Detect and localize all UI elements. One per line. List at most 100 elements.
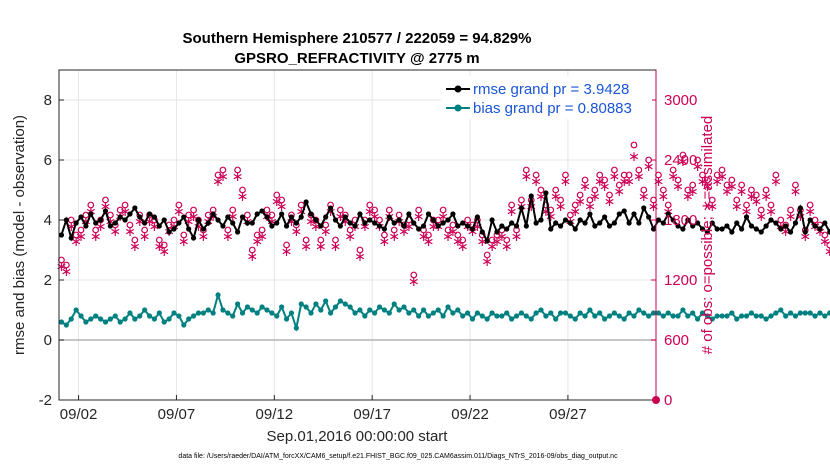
- rmse-point: [122, 217, 128, 223]
- rmse-point: [445, 217, 451, 223]
- bias-point: [450, 310, 456, 316]
- bias-point: [812, 313, 818, 319]
- possible-obs-point: [371, 206, 379, 214]
- rmse-point: [484, 238, 490, 244]
- rmse-point: [142, 220, 148, 226]
- bias-point: [616, 313, 622, 319]
- assimilated-obs-point: ∗: [212, 174, 224, 190]
- legend: rmse grand pr = 3.9428 bias grand pr = 0…: [441, 76, 652, 119]
- bias-point: [254, 310, 260, 316]
- possible-obs-point: [777, 216, 785, 224]
- rmse-point: [97, 217, 104, 223]
- bias-point: [401, 304, 407, 310]
- assimilated-obs-point: ∗: [286, 214, 298, 230]
- footnote: data file: /Users/raeder/DAI/ATM_forcXX/…: [178, 453, 618, 460]
- bias-point: [425, 313, 432, 319]
- rmse-point: [156, 223, 162, 229]
- rmse-point: [274, 220, 280, 226]
- rmse-point: [509, 220, 515, 226]
- possible-obs-point: [708, 196, 716, 204]
- possible-obs-point: [508, 201, 516, 209]
- rmse-point: [323, 214, 329, 220]
- rmse-point: [621, 208, 627, 214]
- plot-area: [59, 70, 656, 400]
- bias-point: [827, 310, 830, 316]
- bias-point: [479, 313, 485, 319]
- assimilated-obs-point: ∗: [579, 179, 591, 195]
- rmse-point: [494, 229, 500, 235]
- bias-point: [181, 322, 187, 328]
- assimilated-obs-point: ∗: [437, 209, 449, 225]
- rmse-point: [132, 205, 138, 211]
- rmse-point: [264, 214, 270, 220]
- assimilated-obs-point: ∗: [755, 209, 767, 225]
- possible-obs-point: [591, 186, 599, 194]
- bias-point: [381, 307, 388, 313]
- possible-obs-point: [718, 166, 726, 174]
- assimilated-obs-point: ∗: [310, 219, 322, 235]
- bias-point: [655, 310, 662, 316]
- bias-point: [611, 310, 618, 316]
- assimilated-obs-point: ∗: [320, 224, 332, 240]
- possible-obs-point: [92, 226, 100, 234]
- rmse-point: [709, 220, 715, 226]
- assimilated-obs-point: ∗: [491, 234, 503, 250]
- assimilated-obs-point: ∗: [584, 199, 596, 215]
- bias-point: [132, 316, 138, 322]
- bias-point: [411, 307, 417, 313]
- rmse-point: [533, 220, 539, 226]
- bias-point: [685, 313, 691, 319]
- y-left-tick-label: 6: [44, 152, 52, 169]
- possible-obs-point: [483, 251, 491, 259]
- rmse-point: [538, 217, 544, 223]
- rmse-point: [724, 223, 730, 229]
- bias-point: [768, 313, 774, 319]
- assimilated-obs-point: ∗: [657, 189, 669, 205]
- bias-point: [249, 307, 255, 313]
- rmse-point: [78, 214, 84, 220]
- x-tick-label: 09/27: [549, 406, 587, 423]
- rmse-point: [739, 226, 745, 232]
- possible-obs-point: [317, 236, 325, 244]
- y-left-tick-label: 2: [44, 272, 52, 289]
- possible-obs-point: [762, 186, 770, 194]
- rmse-point: [230, 220, 236, 226]
- possible-obs-point: [410, 271, 418, 279]
- possible-obs-point: [180, 231, 188, 239]
- possible-obs-point: [116, 206, 124, 214]
- rmse-point: [411, 220, 417, 226]
- rmse-point: [543, 190, 549, 196]
- bias-point: [376, 304, 383, 310]
- rmse-point: [293, 220, 299, 226]
- bias-point: [743, 313, 750, 319]
- assimilated-obs-point: ∗: [369, 209, 381, 225]
- rmse-point: [631, 211, 637, 217]
- assimilated-obs-point: ∗: [246, 249, 258, 265]
- rmse-point: [220, 223, 226, 229]
- possible-obs-point: [664, 201, 672, 209]
- assimilated-obs-point: ∗: [232, 169, 244, 185]
- possible-obs-point: [659, 186, 667, 194]
- bias-point: [567, 313, 573, 319]
- possible-obs-point: [385, 206, 393, 214]
- assimilated-obs-point: ∗: [134, 214, 146, 230]
- bias-point: [440, 313, 446, 319]
- rmse-point: [699, 226, 706, 232]
- rmse-point: [58, 232, 65, 238]
- y-right-tick-label: 3000: [664, 92, 697, 109]
- possible-obs-point: [723, 181, 731, 189]
- rmse-point: [200, 226, 206, 232]
- legend-bias-label: bias grand pr = 0.80883: [473, 100, 632, 117]
- y-left-tick-label: 8: [44, 92, 52, 109]
- assimilated-obs-point: ∗: [760, 189, 772, 205]
- possible-obs-point: [185, 211, 193, 219]
- rmse-point: [347, 220, 353, 226]
- assimilated-obs-point: ∗: [65, 219, 77, 235]
- possible-obs-point: [87, 201, 95, 209]
- rmse-point: [318, 223, 324, 229]
- bias-point: [758, 313, 764, 319]
- rmse-point: [646, 214, 652, 220]
- rmse-point: [553, 220, 559, 226]
- bias-point: [646, 313, 652, 319]
- bias-point: [279, 304, 285, 310]
